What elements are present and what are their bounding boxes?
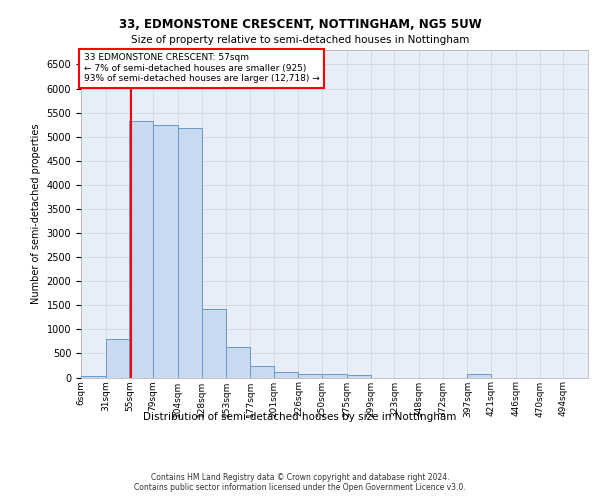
Bar xyxy=(202,309,226,378)
Text: Contains HM Land Registry data © Crown copyright and database right 2024.
Contai: Contains HM Land Registry data © Crown c… xyxy=(134,473,466,492)
Bar xyxy=(467,374,491,378)
Bar xyxy=(226,347,250,378)
Text: Distribution of semi-detached houses by size in Nottingham: Distribution of semi-detached houses by … xyxy=(143,412,457,422)
Bar xyxy=(178,128,202,378)
Y-axis label: Number of semi-detached properties: Number of semi-detached properties xyxy=(31,124,41,304)
Bar xyxy=(274,372,298,378)
Text: 33, EDMONSTONE CRESCENT, NOTTINGHAM, NG5 5UW: 33, EDMONSTONE CRESCENT, NOTTINGHAM, NG5… xyxy=(119,18,481,30)
Bar xyxy=(322,374,347,378)
Bar xyxy=(106,340,130,378)
Text: Size of property relative to semi-detached houses in Nottingham: Size of property relative to semi-detach… xyxy=(131,35,469,45)
Bar xyxy=(81,376,106,378)
Bar xyxy=(298,374,322,378)
Text: 33 EDMONSTONE CRESCENT: 57sqm
← 7% of semi-detached houses are smaller (925)
93%: 33 EDMONSTONE CRESCENT: 57sqm ← 7% of se… xyxy=(83,54,319,83)
Bar xyxy=(250,366,274,378)
Bar xyxy=(153,124,178,378)
Bar xyxy=(347,374,371,378)
Bar xyxy=(130,121,153,378)
